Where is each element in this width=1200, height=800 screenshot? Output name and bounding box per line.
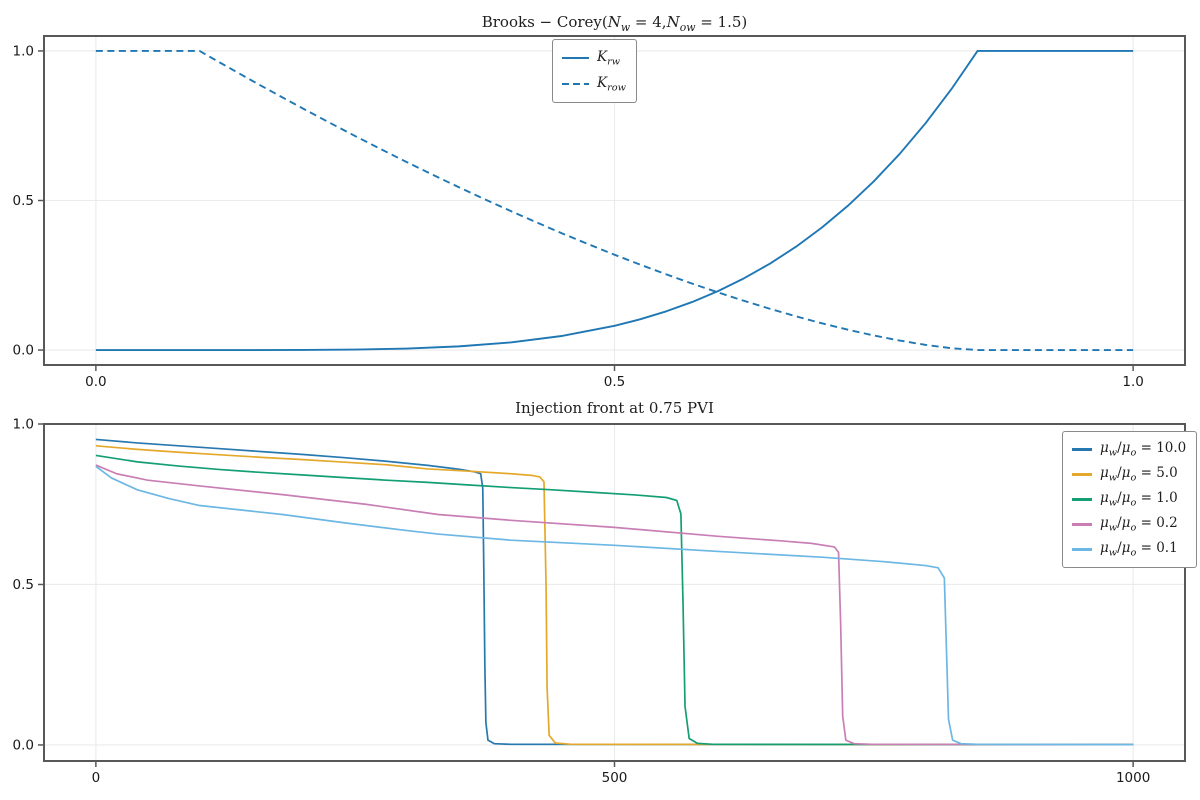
- legend-label-segment: w: [1108, 547, 1118, 559]
- legend-label-segment: row: [607, 82, 626, 94]
- title-segment: Brooks − Corey(: [481, 13, 608, 31]
- bottom-chart-title: Injection front at 0.75 PVI: [44, 399, 1185, 417]
- legend-label-segment: o: [1130, 522, 1137, 534]
- x-tick-label: 0.5: [604, 374, 625, 390]
- y-tick-label: 0.5: [13, 577, 34, 593]
- legend-label-segment: /: [1117, 515, 1122, 532]
- axes-spines: [43, 423, 1186, 762]
- legend-label-segment: K: [597, 74, 608, 91]
- y-tick-label: 1.0: [13, 43, 34, 59]
- legend-label-segment: w: [1108, 472, 1118, 484]
- x-tick-label: 500: [602, 770, 628, 786]
- series-line-K_rw: [95, 50, 1134, 351]
- legend-label-segment: = 0.1: [1136, 540, 1178, 557]
- legend-label-segment: o: [1130, 547, 1137, 559]
- legend-label-segment: μ: [1100, 440, 1109, 457]
- legend-item-mu_ratio_1.0: μw/μo = 1.0: [1072, 487, 1186, 512]
- axes-spines: [43, 35, 1186, 366]
- legend-label-segment: μ: [1121, 465, 1131, 482]
- legend-swatch-solid-line: [1072, 498, 1092, 501]
- legend-label-segment: μ: [1100, 515, 1109, 532]
- legend-label-segment: μ: [1100, 465, 1109, 482]
- legend-label: μw/μo = 0.1: [1100, 540, 1178, 559]
- x-tick-label: 1000: [1116, 770, 1150, 786]
- legend-item-K_row: Krow: [562, 71, 626, 97]
- legend-label-segment: = 10.0: [1136, 440, 1187, 457]
- legend-label-segment: = 0.2: [1136, 515, 1178, 532]
- legend-label-segment: μ: [1121, 440, 1131, 457]
- x-tick-label: 1.0: [1122, 374, 1143, 390]
- legend-label: Krw: [597, 49, 620, 68]
- legend-label-segment: μ: [1121, 515, 1131, 532]
- legend-label-segment: rw: [607, 56, 621, 68]
- y-tick-label: 0.5: [13, 193, 34, 209]
- legend-item-mu_ratio_10.0: μw/μo = 10.0: [1072, 437, 1186, 462]
- legend-label-segment: /: [1117, 540, 1122, 557]
- legend-label-segment: o: [1130, 447, 1137, 459]
- legend-label-segment: μ: [1100, 540, 1109, 557]
- y-tick-label: 1.0: [13, 417, 34, 433]
- legend-label-segment: o: [1130, 497, 1137, 509]
- legend-label-segment: /: [1117, 490, 1122, 507]
- legend-label-segment: μ: [1121, 540, 1131, 557]
- legend-swatch-solid-line: [1072, 448, 1092, 451]
- title-segment: = 4,: [630, 13, 667, 31]
- bottom-chart-legend: μw/μo = 10.0 μw/μo = 5.0 μw/μo = 1.0 μw/μo …: [1062, 431, 1198, 568]
- legend-label-segment: o: [1130, 472, 1137, 484]
- title-segment: N: [666, 13, 680, 31]
- title-segment: = 1.5): [695, 13, 748, 31]
- legend-label-segment: w: [1108, 522, 1118, 534]
- legend-label-segment: = 1.0: [1136, 490, 1178, 507]
- legend-label: μw/μo = 10.0: [1100, 440, 1186, 459]
- legend-label-segment: /: [1117, 440, 1122, 457]
- legend-label-segment: μ: [1100, 490, 1109, 507]
- legend-item-mu_ratio_0.1: μw/μo = 0.1: [1072, 537, 1186, 562]
- legend-label: μw/μo = 1.0: [1100, 490, 1178, 509]
- legend-item-mu_ratio_5.0: μw/μo = 5.0: [1072, 462, 1186, 487]
- series-line-mu_ratio_5.0: [95, 444, 1134, 746]
- legend-label: μw/μo = 0.2: [1100, 515, 1178, 534]
- x-tick-label: 0.0: [85, 374, 106, 390]
- legend-swatch-solid-line: [1072, 548, 1092, 551]
- legend-label-segment: w: [1108, 447, 1118, 459]
- legend-label-segment: w: [1108, 497, 1118, 509]
- legend-label-segment: = 5.0: [1136, 465, 1178, 482]
- title-segment: w: [620, 21, 631, 34]
- legend-swatch-dashed-line: [562, 82, 589, 86]
- title-segment: N: [607, 13, 621, 31]
- series-line-mu_ratio_0.2: [95, 464, 1134, 746]
- legend-label-segment: K: [597, 48, 608, 65]
- top-chart-legend: Krw Krow: [552, 39, 637, 103]
- legend-item-K_rw: Krw: [562, 45, 626, 71]
- x-tick-label: 0: [92, 770, 101, 786]
- legend-label-segment: μ: [1121, 490, 1131, 507]
- legend-item-mu_ratio_0.2: μw/μo = 0.2: [1072, 512, 1186, 537]
- legend-label-segment: /: [1117, 465, 1122, 482]
- top-chart-title: Brooks − Corey(Nw = 4,Now = 1.5): [44, 13, 1185, 34]
- legend-label: μw/μo = 5.0: [1100, 465, 1178, 484]
- series-line-mu_ratio_0.1: [95, 465, 1134, 746]
- y-tick-label: 0.0: [13, 343, 34, 359]
- series-line-K_row: [95, 50, 1134, 351]
- legend-label: Krow: [597, 75, 626, 94]
- title-segment: ow: [679, 21, 696, 34]
- legend-swatch-solid-line: [1072, 473, 1092, 476]
- title-segment: Injection front at 0.75 PVI: [515, 399, 714, 417]
- legend-swatch-solid-line: [1072, 523, 1092, 526]
- series-line-mu_ratio_1.0: [95, 454, 1134, 746]
- legend-swatch-solid-line: [562, 56, 589, 60]
- y-tick-label: 0.0: [13, 737, 34, 753]
